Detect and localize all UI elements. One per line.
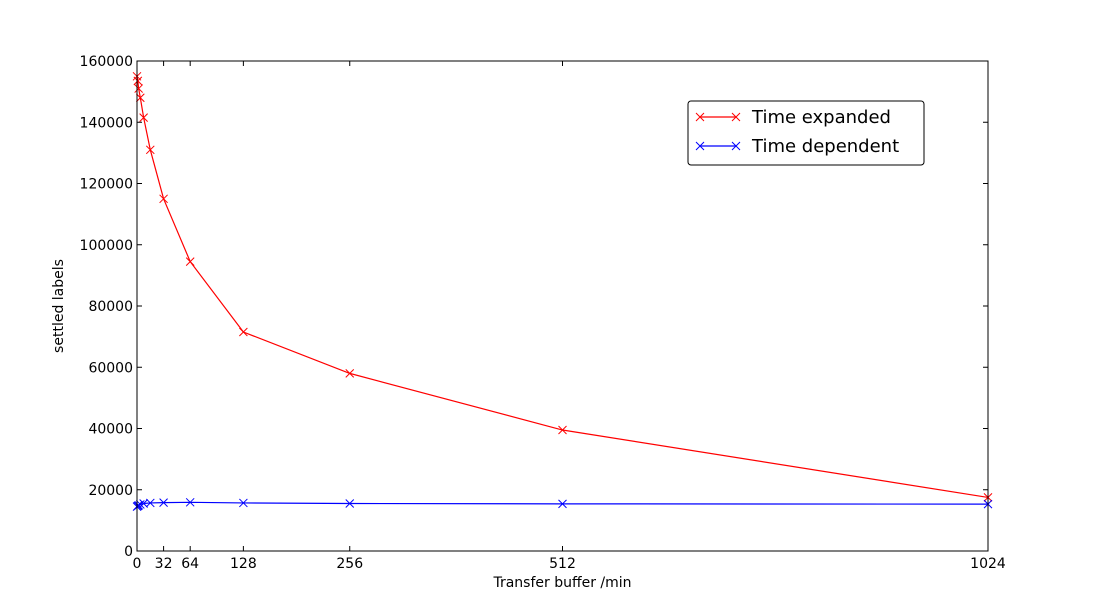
x-tick-label: 32 xyxy=(155,556,173,572)
series-line-time-expanded xyxy=(136,76,989,499)
data-point-time-dependent xyxy=(558,499,567,509)
x-axis: 0 32 64 128 256 512 1024 xyxy=(133,61,1006,572)
data-point-time-expanded xyxy=(139,113,149,123)
series-time-dependent xyxy=(132,497,993,511)
y-axis: 0 20000 40000 60000 80000 100000 120000 140000 1… xyxy=(80,54,988,560)
data-point-time-expanded xyxy=(185,257,195,266)
data-point-time-expanded xyxy=(558,425,567,435)
x-tick-label: 64 xyxy=(181,556,199,572)
data-point-time-expanded xyxy=(133,76,143,86)
y-axis-label: settled labels xyxy=(51,259,67,353)
x-tick-label: 0 xyxy=(133,556,142,572)
data-point-time-dependent xyxy=(345,499,355,508)
y-tick-label: 160000 xyxy=(80,54,133,70)
legend-item-time-dependent: Time dependent xyxy=(695,136,899,157)
data-point-time-expanded xyxy=(135,93,145,103)
y-tick-label: 40000 xyxy=(88,422,133,438)
y-tick-label: 80000 xyxy=(88,299,133,315)
data-point-time-expanded xyxy=(159,194,168,204)
data-point-time-dependent xyxy=(159,498,168,507)
data-point-time-dependent xyxy=(134,501,144,510)
y-tick-label: 60000 xyxy=(88,360,133,376)
legend-marker xyxy=(695,141,705,151)
legend-marker xyxy=(731,112,741,122)
y-tick-label: 100000 xyxy=(80,238,133,254)
legend-box xyxy=(687,100,925,166)
x-tick-label: 128 xyxy=(230,556,257,572)
y-tick-label: 0 xyxy=(124,544,133,560)
y-tick-label: 20000 xyxy=(88,483,133,499)
x-axis-label: Transfer buffer /min xyxy=(492,575,631,591)
legend-item-time-expanded: Time expanded xyxy=(695,107,891,128)
legend-label: Time expanded xyxy=(751,107,891,128)
x-tick-label: 256 xyxy=(336,556,363,572)
legend: Time expanded Time dependent xyxy=(687,100,925,166)
data-point-time-expanded xyxy=(239,327,248,337)
y-tick-label: 140000 xyxy=(80,115,133,131)
data-point-time-dependent xyxy=(145,498,155,508)
x-tick-label: 512 xyxy=(549,556,576,572)
data-point-time-expanded xyxy=(134,84,144,93)
legend-marker xyxy=(695,112,705,122)
y-tick-label: 120000 xyxy=(80,177,133,193)
data-point-time-dependent xyxy=(239,498,248,508)
series-layer xyxy=(132,71,993,511)
data-point-time-dependent xyxy=(135,500,145,509)
legend-marker xyxy=(731,141,741,151)
data-point-time-expanded xyxy=(145,145,155,155)
data-point-time-dependent xyxy=(185,497,195,507)
legend-label: Time dependent xyxy=(751,136,899,157)
data-point-time-expanded xyxy=(345,369,355,378)
x-tick-label: 1024 xyxy=(970,556,1006,572)
